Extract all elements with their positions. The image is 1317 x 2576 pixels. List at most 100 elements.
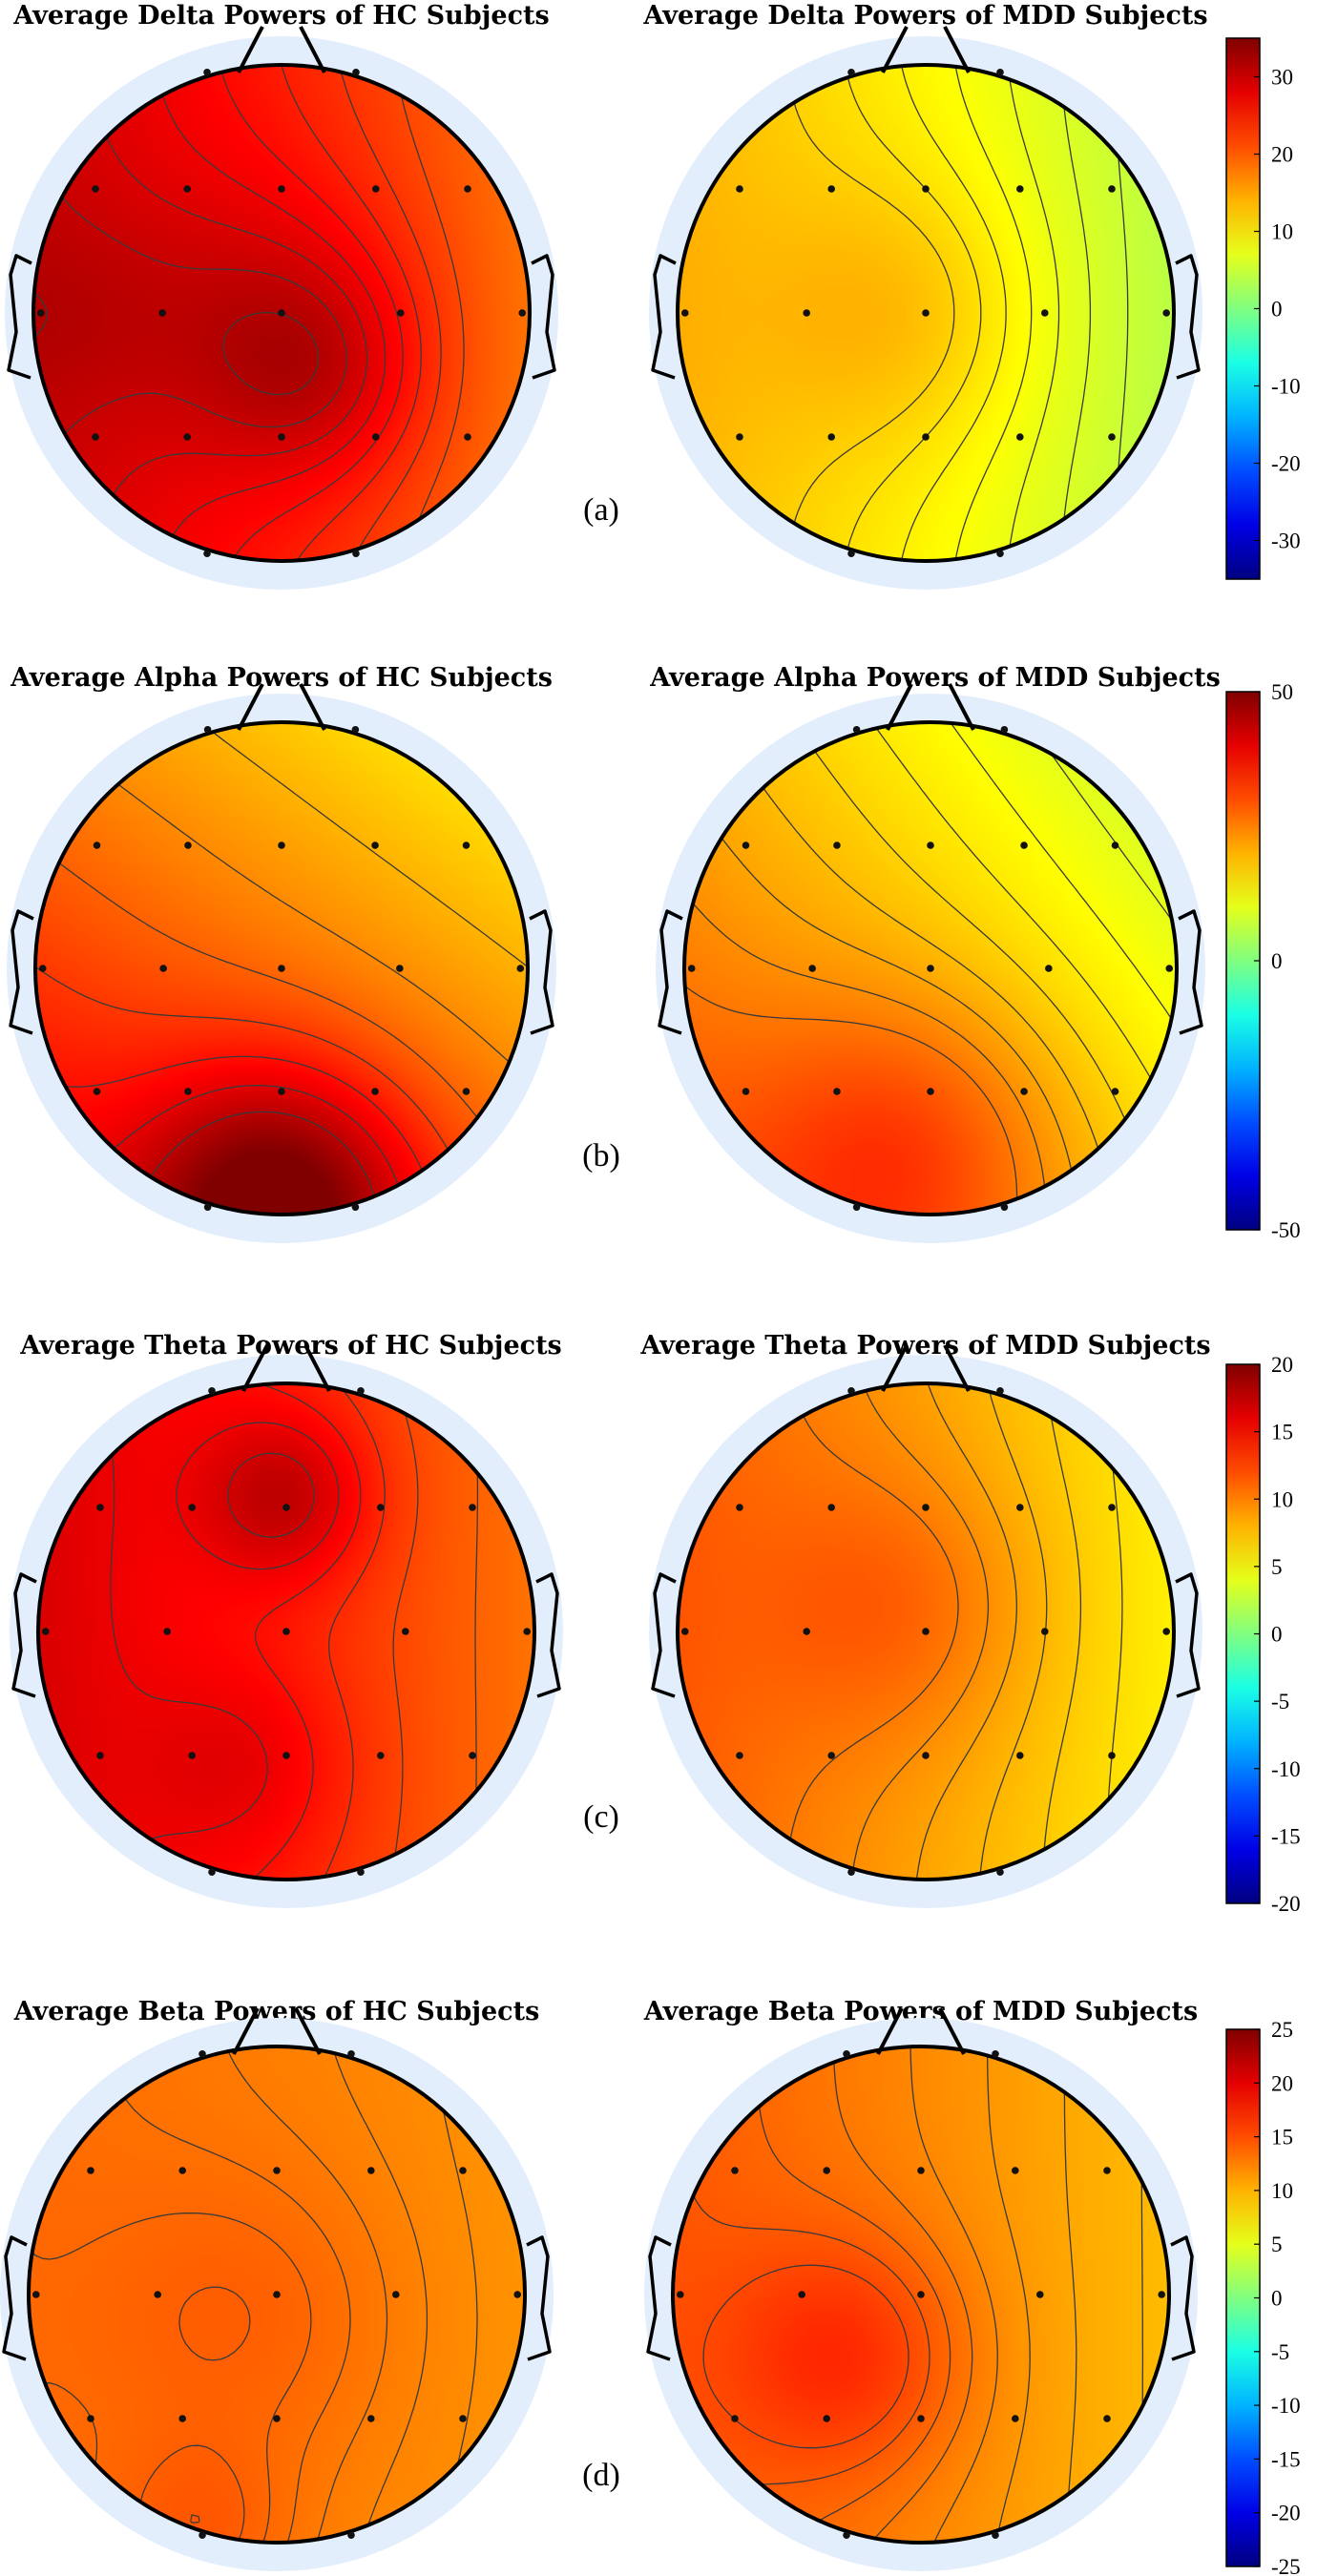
electrode-dot [397,309,405,317]
electrode-dot [731,2167,739,2174]
contour-line [909,2046,998,2543]
electrode-dot [1016,433,1024,441]
panel-title: Average Alpha Powers of HC Subjects [10,663,553,693]
electrode-dot [462,841,470,849]
nose-mark [237,26,326,73]
head-circle [31,63,532,563]
nose-mark [237,683,326,731]
left-ear [9,909,34,1035]
electrode-dot [917,2415,925,2422]
electrode-dot [93,1088,101,1095]
electrode-dot [92,433,99,441]
colorbar-tick-label: -20 [1271,452,1301,476]
colorbar-tick-label: -25 [1271,2555,1301,2576]
electrode-dot [199,2050,206,2058]
electrode-dot [992,2050,999,2058]
electrode-dot [798,2291,805,2298]
electrode-dot [922,309,930,317]
colorbar-tick-label: -15 [1271,2447,1301,2471]
electrode-dot [37,309,45,317]
electrode-dot [42,1628,50,1635]
left-ear [651,254,677,380]
electrode-dot [917,2291,925,2298]
colorbar-tick-label: 15 [1271,1421,1293,1444]
head-circle [27,2045,527,2545]
electrode-dot [282,1752,290,1759]
electrode-dot [96,1504,104,1511]
nose-mark [241,1344,331,1392]
electrode-dot [922,433,930,441]
right-ear [526,2235,552,2361]
colorbar-tick-label: 10 [1271,1487,1293,1511]
contour-line [35,1055,437,1215]
electrode-dot [1041,309,1049,317]
panel-label: (c) [583,1799,619,1835]
nose-mark [886,683,975,731]
contour-line [915,1383,1017,1880]
electrode-dot [96,1752,104,1759]
electrode-dot [927,1088,934,1095]
head-outline [651,26,1201,563]
left-ear [7,254,32,380]
electrode-dot [273,2415,281,2422]
electrode-dot [278,1088,285,1095]
electrode-dot [827,1504,835,1511]
left-ear [651,1572,677,1698]
electrode-dot [184,841,192,849]
electrode-dot [1108,1752,1116,1759]
row-a: Average Delta Powers of HC Subjects Aver… [12,1,1207,528]
colorbar-tick-label: 15 [1271,2126,1293,2150]
electrode-dot [922,185,930,193]
electrode-dot [996,1868,1004,1876]
electrode-dot [208,1387,216,1395]
electrode-dot [731,2415,739,2422]
head-outline [2,2007,552,2545]
electrode-dot [827,1752,835,1759]
electrode-dot [736,185,743,193]
electrode-dot [996,69,1004,76]
electrode-dot [681,309,689,317]
electrode-dot [1103,2167,1111,2174]
head-circle [671,2045,1171,2545]
electrode-dot [87,2415,94,2422]
electrode-dot [1162,1628,1170,1635]
electrode-dot [1000,725,1009,734]
electrode-dot [1111,1088,1119,1095]
electrode-dot [273,2291,281,2298]
electrode-dot [402,1628,409,1635]
head-outline [658,683,1203,1216]
electrode-dot [203,725,212,734]
electrode-dot [852,725,861,734]
electrode-dot [469,1504,476,1511]
electrode-dot [352,550,360,557]
electrode-dot [843,2531,850,2539]
electrode-dot [278,185,285,193]
head-outline [7,26,556,563]
electrode-dot [742,1088,750,1095]
electrode-dot [523,1628,531,1635]
contour-line [684,985,1018,1215]
right-ear [1175,254,1201,380]
colorbar-tick-label: 5 [1271,1555,1283,1579]
plots-layer: 3020100-10-20-30500-5020151050-5-10-15-2… [0,26,1301,2576]
electrode-dot [1162,309,1170,317]
head-outline [646,2007,1196,2545]
electrode-dot [178,2167,186,2174]
right-ear [535,1572,561,1698]
head-outline [11,1344,561,1881]
electrode-dot [823,2415,830,2422]
electrode-dot [178,2415,186,2422]
electrode-dot [847,1387,855,1395]
electrode-dot [357,1868,365,1876]
electrode-dot [922,1628,930,1635]
electrode-dot [1158,2291,1165,2298]
electrode-dot [158,309,166,317]
electrode-dot [852,1203,861,1212]
electrode-dot [1020,1088,1028,1095]
electrode-dot [843,2050,850,2058]
electrode-dot [278,309,285,317]
contour-line [702,2264,909,2449]
electrode-dot [1012,2415,1019,2422]
colorbar-tick-label: 30 [1271,66,1293,90]
electrode-dot [803,1628,810,1635]
